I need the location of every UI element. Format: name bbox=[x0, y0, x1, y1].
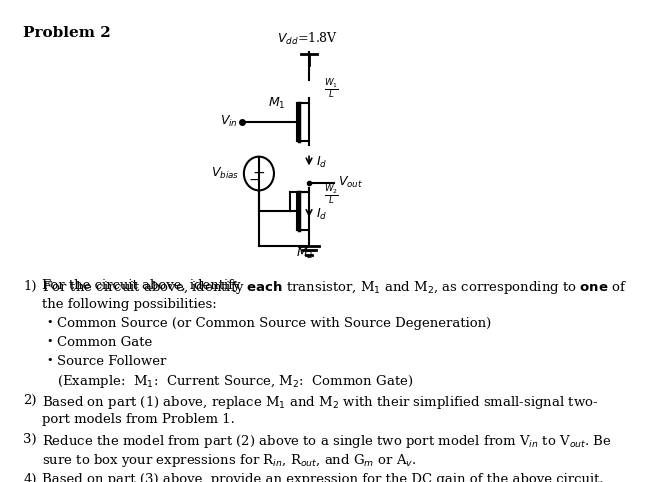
Text: $I_d$: $I_d$ bbox=[315, 155, 327, 170]
Text: $M_1$: $M_1$ bbox=[268, 95, 286, 111]
Text: (Example:  M$_1$:  Current Source, M$_2$:  Common Gate): (Example: M$_1$: Current Source, M$_2$: … bbox=[57, 373, 413, 390]
Text: Common Gate: Common Gate bbox=[57, 336, 152, 349]
Text: $I_d$: $I_d$ bbox=[315, 207, 327, 222]
Text: port models from Problem 1.: port models from Problem 1. bbox=[42, 413, 234, 426]
Text: For the circuit above, identify: For the circuit above, identify bbox=[42, 280, 244, 293]
Text: Source Follower: Source Follower bbox=[57, 355, 166, 367]
Text: $\frac{W_1}{L}$: $\frac{W_1}{L}$ bbox=[324, 78, 339, 101]
Text: Reduce the model from part (2) above to a single two port model from V$_{in}$ to: Reduce the model from part (2) above to … bbox=[42, 433, 612, 450]
Text: $V_{dd}$=1.8V: $V_{dd}$=1.8V bbox=[277, 31, 338, 47]
Text: •: • bbox=[46, 355, 53, 364]
Text: 4): 4) bbox=[23, 473, 37, 482]
Text: −: − bbox=[248, 173, 260, 187]
Text: Common Source (or Common Source with Source Degeneration): Common Source (or Common Source with Sou… bbox=[57, 317, 491, 330]
Text: Based on part (1) above, replace M$_1$ and M$_2$ with their simplified small-sig: Based on part (1) above, replace M$_1$ a… bbox=[42, 394, 598, 411]
Text: 3): 3) bbox=[23, 433, 37, 446]
Text: 1): 1) bbox=[23, 280, 37, 293]
Text: $V_{bias}$: $V_{bias}$ bbox=[211, 166, 240, 181]
Text: For the circuit above, identify $\mathbf{each}$ transistor, M$_1$ and M$_2$, as : For the circuit above, identify $\mathbf… bbox=[42, 280, 627, 296]
Text: sure to box your expressions for R$_{in}$, R$_{out}$, and G$_m$ or A$_v$.: sure to box your expressions for R$_{in}… bbox=[42, 452, 416, 469]
Text: Based on part (3) above, provide an expression for the DC gain of the above circ: Based on part (3) above, provide an expr… bbox=[42, 473, 604, 482]
Text: $\frac{W_2}{L}$: $\frac{W_2}{L}$ bbox=[324, 183, 339, 207]
Text: Problem 2: Problem 2 bbox=[23, 26, 111, 40]
Text: $V_{in}$: $V_{in}$ bbox=[220, 114, 238, 130]
Text: the following possibilities:: the following possibilities: bbox=[42, 298, 216, 311]
Text: •: • bbox=[46, 317, 53, 327]
Text: 2): 2) bbox=[23, 394, 37, 407]
Text: For the circuit above, identify: For the circuit above, identify bbox=[42, 280, 244, 293]
Text: •: • bbox=[46, 336, 53, 346]
Text: $V_{out}$: $V_{out}$ bbox=[338, 175, 363, 190]
Text: +: + bbox=[252, 166, 266, 181]
Text: $M_2$: $M_2$ bbox=[296, 246, 313, 261]
